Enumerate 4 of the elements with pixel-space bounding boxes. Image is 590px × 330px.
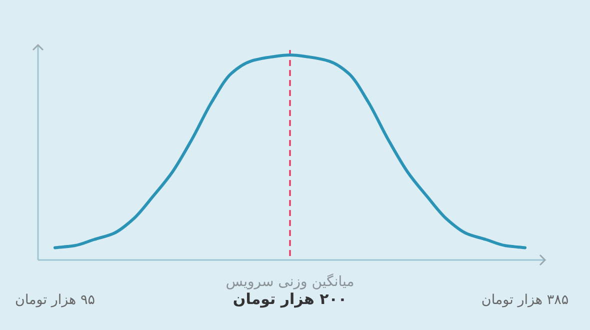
ref-line-label: میانگین وزنی سرویس	[226, 273, 354, 290]
x-tick-label: ۲۰۰ هزار تومان	[232, 290, 348, 308]
x-tick-label: ۳۸۵ هزار تومان	[481, 292, 569, 308]
x-tick-label: ۹۵ هزار تومان	[15, 292, 95, 308]
